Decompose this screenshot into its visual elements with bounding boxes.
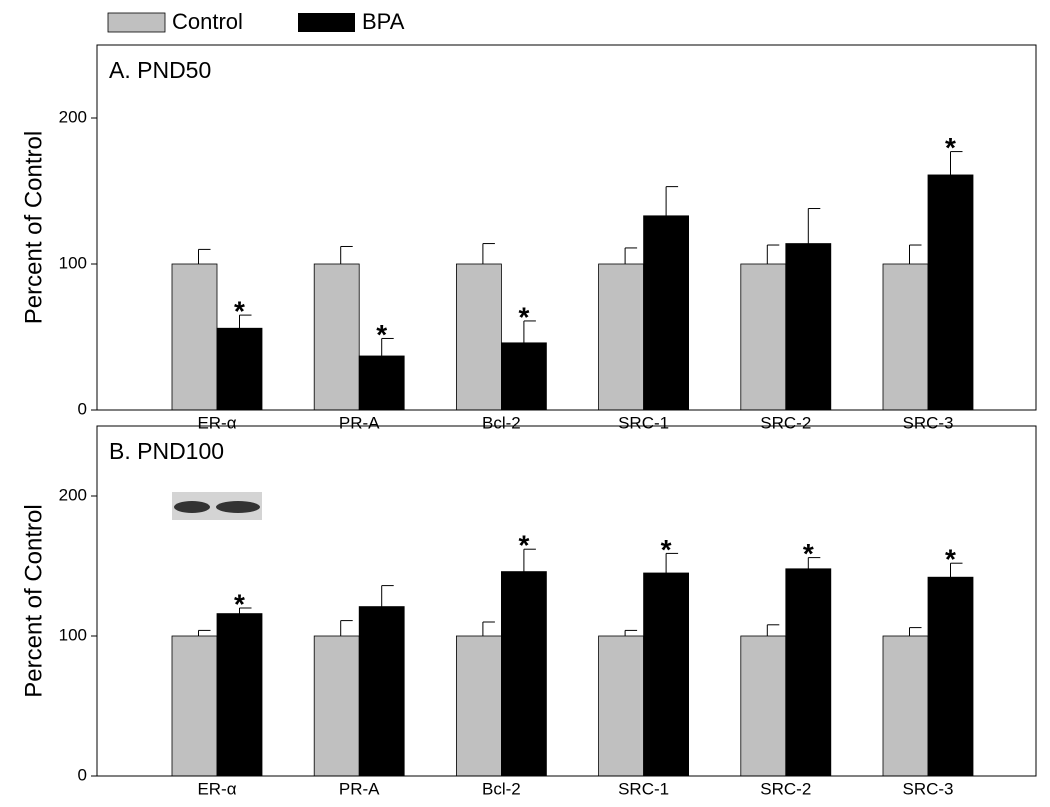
bar xyxy=(216,327,263,411)
x-tick-label: SRC-1 xyxy=(618,413,669,432)
bar xyxy=(500,571,547,777)
x-tick-label: SRC-2 xyxy=(760,413,811,432)
significance-mark: * xyxy=(376,319,387,350)
significance-mark: * xyxy=(234,295,245,326)
bar xyxy=(882,635,929,777)
bar xyxy=(927,174,974,411)
significance-mark: * xyxy=(945,132,956,163)
bar xyxy=(643,215,689,411)
significance-mark: * xyxy=(945,544,956,575)
bar xyxy=(313,263,360,411)
bar xyxy=(785,243,832,411)
legend-swatch xyxy=(298,13,355,32)
bar xyxy=(598,263,644,411)
y-axis-label: Percent of Control xyxy=(20,131,47,324)
y-tick-label: 100 xyxy=(59,625,87,644)
significance-mark: * xyxy=(803,538,814,569)
x-tick-label: SRC-3 xyxy=(902,779,953,798)
y-tick-label: 0 xyxy=(78,765,87,784)
significance-mark: * xyxy=(234,588,245,619)
x-tick-label: ER-α xyxy=(197,779,236,798)
bar xyxy=(216,613,263,777)
bar xyxy=(455,635,502,777)
bar xyxy=(171,635,218,777)
bar xyxy=(358,606,405,777)
x-tick-label: PR-A xyxy=(339,413,380,432)
bar xyxy=(171,263,218,411)
bar xyxy=(740,635,787,777)
x-tick-label: Bcl-2 xyxy=(482,779,521,798)
bar xyxy=(313,635,360,777)
plot-frame xyxy=(96,44,1037,411)
y-tick-label: 200 xyxy=(59,485,87,504)
blot-image xyxy=(172,492,262,520)
x-tick-label: PR-A xyxy=(339,779,380,798)
bar xyxy=(643,572,689,777)
y-axis-label: Percent of Control xyxy=(20,504,47,697)
x-tick-label: SRC-2 xyxy=(760,779,811,798)
y-tick-label: 0 xyxy=(78,399,87,418)
significance-mark: * xyxy=(518,530,529,561)
legend-label: Control xyxy=(172,9,243,34)
bar xyxy=(785,568,832,777)
plot-frame xyxy=(96,425,1037,777)
significance-mark: * xyxy=(661,534,672,565)
x-tick-label: SRC-1 xyxy=(618,779,669,798)
bar xyxy=(455,263,502,411)
bar xyxy=(598,635,644,777)
panel-title: B. PND100 xyxy=(109,438,224,464)
y-tick-label: 100 xyxy=(59,253,87,272)
bar xyxy=(358,355,405,411)
legend-label: BPA xyxy=(362,9,405,34)
bar xyxy=(882,263,929,411)
bar xyxy=(740,263,787,411)
y-tick-label: 200 xyxy=(59,107,87,126)
x-tick-label: SRC-3 xyxy=(902,413,953,432)
x-tick-label: ER-α xyxy=(197,413,236,432)
bar xyxy=(927,576,974,777)
bar xyxy=(500,342,547,411)
significance-mark: * xyxy=(518,301,529,332)
panel-title: A. PND50 xyxy=(109,57,211,83)
legend-swatch xyxy=(107,12,166,33)
x-tick-label: Bcl-2 xyxy=(482,413,521,432)
